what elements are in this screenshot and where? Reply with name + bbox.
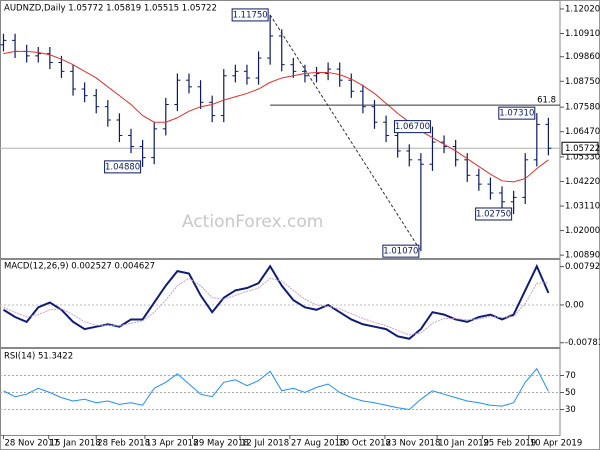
main-panel [0, 0, 561, 259]
x-tick-label: 12 Jul 2018 [241, 439, 289, 449]
y-tick-label: 1.09860 [565, 52, 600, 62]
y-tick-label: 1.07580 [565, 103, 600, 113]
annotation-box [104, 160, 142, 174]
chart-title: AUDNZD,Daily 1.05772 1.05819 1.05515 1.0… [4, 4, 217, 14]
indicator-line [3, 367, 549, 411]
x-tick-label: 10 Jan 2019 [438, 439, 489, 449]
annotation-box [382, 244, 420, 258]
annotation-label: 1.06700 [395, 122, 430, 132]
fib-label: 61.8 [537, 96, 556, 106]
y-tick-label: 70 [565, 371, 576, 381]
y-tick-label: 1.05330 [565, 152, 600, 162]
y-tick-label: 1.12020 [565, 4, 600, 14]
y-tick-label: 1.04220 [565, 177, 600, 187]
annotation-box [475, 207, 513, 221]
trend-line [269, 14, 422, 252]
x-tick-label: 28 Nov 2017 [4, 439, 58, 449]
annotation-label: 1.04880 [105, 162, 140, 172]
price-marker-box [561, 141, 599, 155]
y-tick-label: 1.00890 [565, 251, 600, 261]
x-tick-label: 27 Aug 2018 [291, 439, 345, 449]
annotation-label: 1.11750 [233, 10, 268, 20]
x-tick-label: 10 Oct 2018 [338, 439, 391, 449]
y-tick-label: 50 [565, 388, 576, 398]
y-tick-label: 1.06470 [565, 127, 600, 137]
macd-title: MACD(12,26,9) 0.002527 0.004627 [4, 262, 155, 272]
moving-average [3, 50, 549, 183]
annotation-box [231, 8, 269, 22]
watermark: ActionForex.com [182, 212, 323, 232]
x-tick-label: 23 Nov 2018 [386, 439, 440, 449]
annotation-label: 1.01070 [383, 247, 418, 257]
price-marker-label: 1.05722 [565, 144, 600, 154]
indicator-line [3, 277, 549, 336]
macd-panel [0, 259, 561, 348]
y-tick-label: -0.007816 [565, 338, 600, 348]
x-tick-label: 13 Apr 2018 [146, 439, 199, 449]
y-tick-label: 30 [565, 405, 576, 415]
x-tick-label: 28 Feb 2018 [97, 439, 150, 449]
y-tick-label: 1.10910 [565, 29, 600, 39]
x-tick-label: 15 Jan 2018 [50, 439, 101, 449]
y-tick-label: 1.03110 [565, 202, 600, 212]
rsi-title: RSI(14) 51.3422 [4, 352, 73, 362]
y-tick-label: 0.00 [565, 300, 584, 310]
annotation-box [498, 106, 536, 120]
x-tick-label: 25 Feb 2019 [483, 439, 536, 449]
annotation-label: 1.02750 [476, 209, 511, 219]
annotation-label: 1.07310 [499, 109, 534, 119]
y-tick-label: 0.007926 [565, 262, 600, 272]
x-tick-label: 10 Apr 2019 [530, 439, 583, 449]
annotation-box [393, 120, 431, 134]
y-tick-label: 1.08750 [565, 77, 600, 87]
y-tick-label: 1.02000 [565, 226, 600, 236]
indicator-line [2, 263, 550, 340]
x-tick-label: 29 May 2018 [193, 439, 248, 449]
